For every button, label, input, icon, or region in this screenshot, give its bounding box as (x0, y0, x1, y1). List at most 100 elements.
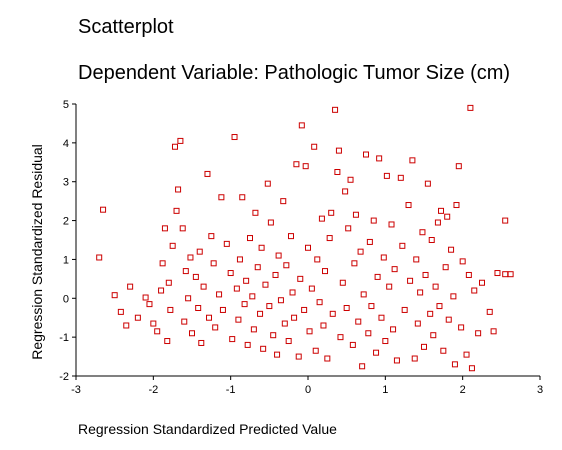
scatter-point (200, 283, 207, 290)
scatter-point (444, 213, 451, 220)
scatter-point (342, 188, 349, 195)
scatter-point (154, 328, 161, 335)
scatter-point (173, 207, 180, 214)
scatter-point (337, 334, 344, 341)
scatter-point (329, 310, 336, 317)
scatter-point (262, 281, 269, 288)
scatter-point (311, 143, 318, 150)
scatter-point (177, 137, 184, 144)
scatter-point (195, 305, 202, 311)
scatter-point (349, 341, 356, 348)
scatter-point (320, 322, 327, 329)
scatter-point (216, 291, 223, 298)
scatter-point (247, 235, 253, 242)
scatter-point (308, 285, 315, 292)
scatter-point (287, 233, 294, 240)
scatter-point (158, 287, 165, 294)
y-axis-label: Regression Standardized Residual (29, 144, 45, 360)
y-tick-label: 1 (63, 254, 69, 266)
scatter-point (428, 237, 435, 243)
scatter-point (352, 211, 359, 218)
scatter-point (417, 289, 424, 296)
scatter-point (250, 326, 257, 333)
scatter-point (291, 314, 298, 321)
scatter-point (391, 266, 398, 273)
scatter-point (283, 262, 290, 269)
x-tick-label: 1 (382, 384, 388, 396)
scatter-point (210, 260, 217, 267)
scatter-point (422, 271, 429, 278)
scatter-point (267, 219, 274, 226)
scatter-point (399, 242, 406, 249)
x-tick-label: 0 (305, 384, 311, 396)
scatter-point (233, 285, 240, 292)
y-tick-label: -2 (59, 371, 69, 383)
scatter-point (465, 271, 472, 278)
scatter-point (455, 163, 462, 170)
scatter-point (502, 271, 509, 278)
scatter-point (328, 209, 335, 216)
scatter-point (244, 341, 251, 348)
scatter-point (285, 338, 292, 345)
scatter-point (167, 306, 174, 313)
scatter-point (397, 174, 404, 181)
scatter-point (231, 134, 238, 141)
scatter-point (266, 303, 273, 310)
scatter-point (393, 357, 400, 364)
scatter-point (468, 365, 475, 372)
scatter-point (241, 301, 248, 308)
scatter-point (146, 301, 153, 308)
scatter-point (419, 229, 426, 236)
y-tick-label: 3 (63, 177, 69, 189)
scatter-point (502, 217, 509, 224)
scatter-point (365, 330, 372, 337)
scatter-point (438, 207, 445, 214)
scatter-point (380, 254, 387, 261)
scatter-point (475, 330, 482, 337)
scatter-point (297, 275, 304, 282)
scatter-point (295, 353, 302, 360)
scatter-point (458, 324, 465, 331)
scatter-point (471, 287, 478, 294)
scatter-point (421, 343, 427, 350)
scatter-point (165, 279, 172, 286)
scatter-point (414, 320, 421, 327)
scatter-points (96, 104, 514, 372)
scatter-point (411, 355, 418, 362)
scatter-point (270, 332, 277, 339)
scatter-point (249, 293, 256, 300)
scatter-point (401, 306, 408, 313)
scatter-point (204, 170, 211, 177)
scatter-point (100, 206, 107, 213)
scatter-point (181, 318, 188, 325)
scatter-point (427, 310, 434, 317)
scatter-point (424, 180, 431, 187)
scatter-point (430, 332, 437, 339)
scatter-point (182, 268, 189, 275)
scatter-point (368, 303, 375, 310)
scatter-point (179, 225, 186, 232)
scatter-point (305, 244, 311, 251)
scatter-point (254, 264, 261, 271)
scatter-point (405, 202, 412, 209)
scatter-point (289, 289, 296, 296)
scatter-point (339, 279, 346, 286)
scatter-point (189, 330, 195, 337)
scatter-point (442, 264, 449, 271)
x-tick-label: -1 (226, 384, 236, 396)
scatter-point (223, 240, 230, 247)
scatter-point (314, 256, 321, 263)
scatter-point (169, 242, 176, 249)
scatter-point (363, 151, 369, 158)
scatter-point (374, 273, 381, 280)
y-tick-label: 4 (63, 138, 69, 150)
chart-title: Scatterplot (78, 16, 174, 38)
scatter-point (196, 248, 203, 255)
scatter-point (347, 176, 354, 183)
scatter-point (409, 157, 416, 164)
scatter-point (208, 233, 215, 240)
scatter-point (335, 147, 342, 154)
scatter-point (322, 268, 329, 275)
scatter-point (370, 217, 377, 224)
x-tick-label: -3 (71, 384, 81, 396)
